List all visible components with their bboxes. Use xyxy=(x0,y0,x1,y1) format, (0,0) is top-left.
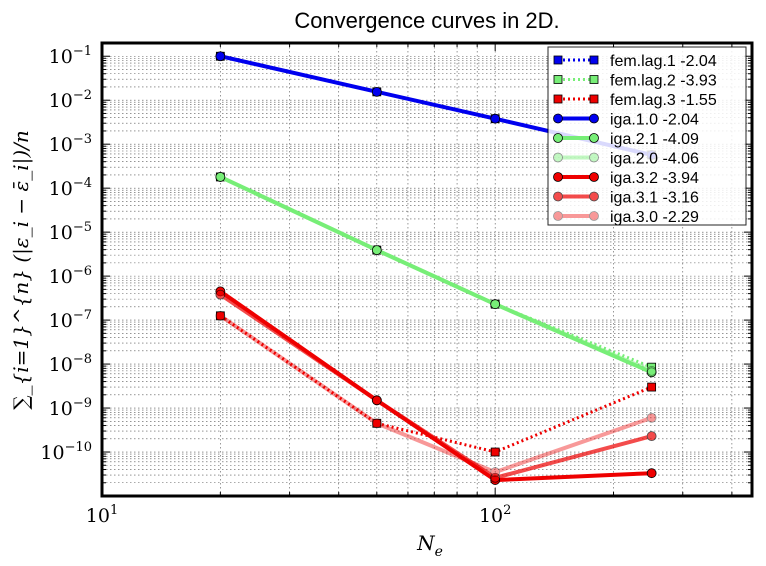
data-point xyxy=(490,299,501,310)
series-line xyxy=(219,175,653,373)
legend-label: iga.3.2 -3.94 xyxy=(610,170,699,187)
data-point xyxy=(490,113,501,124)
legend-marker xyxy=(589,152,599,163)
legend-label: iga.2.1 -4.09 xyxy=(610,131,699,148)
legend-label: iga.3.0 -2.29 xyxy=(610,209,699,226)
series-line xyxy=(219,292,653,480)
y-axis-label-group: ∑_{i=1}^{n} (|ε_i − ε̄_i|)/n xyxy=(9,130,34,409)
legend-marker xyxy=(553,152,563,163)
data-point xyxy=(371,395,382,406)
series-iga-3-1 xyxy=(215,289,657,483)
series-iga-3-2 xyxy=(215,286,657,485)
legend-marker xyxy=(553,113,563,124)
data-point xyxy=(490,472,501,483)
legend-marker xyxy=(589,94,599,104)
x-axis-label-main: N xyxy=(416,531,436,555)
legend-marker xyxy=(553,211,563,221)
y-tick-label: 10−8 xyxy=(49,352,92,376)
y-tick-label: 10−7 xyxy=(49,308,92,332)
data-point xyxy=(371,86,382,97)
x-tick-label: 101 xyxy=(86,503,118,527)
data-point xyxy=(490,447,500,457)
grid xyxy=(101,42,752,497)
data-point xyxy=(215,289,226,300)
legend-entry xyxy=(553,133,599,143)
data-point xyxy=(215,311,225,321)
y-tick-label: 10−6 xyxy=(49,264,92,288)
legend-marker xyxy=(589,113,599,124)
data-point xyxy=(371,245,382,256)
legend-entry xyxy=(553,152,599,163)
data-point xyxy=(215,51,226,62)
legend-label: fem.lag.2 -3.93 xyxy=(610,73,717,90)
legend-marker xyxy=(553,55,563,65)
legend-label: fem.lag.3 -1.55 xyxy=(610,92,717,109)
ticks: 10−1 10−2 10−3 10−4 10−5 10−6 10−7 10−8 10−9 10−1… xyxy=(40,42,752,527)
data-point xyxy=(646,431,657,442)
legend-marker xyxy=(553,75,563,84)
x-axis-label: Ne xyxy=(416,531,443,560)
series-iga-2-0 xyxy=(215,172,657,376)
series-line xyxy=(219,314,653,475)
legend-label: iga.1.0 -2.04 xyxy=(610,112,699,129)
data-point xyxy=(646,468,657,479)
y-tick-label: 10−10 xyxy=(40,440,92,464)
legend-marker xyxy=(553,133,563,143)
series-iga-3-0 xyxy=(215,310,657,477)
series-iga-2-1 xyxy=(215,172,657,378)
y-tick-label: 10−2 xyxy=(49,88,92,112)
x-axis-label-sub: e xyxy=(435,544,443,560)
legend-label: iga.3.1 -3.16 xyxy=(610,190,699,207)
legend-label: iga.2.0 -4.06 xyxy=(610,151,699,168)
legend-entry xyxy=(553,191,599,202)
data-point xyxy=(215,172,226,182)
chart-title: Convergence curves in 2D. xyxy=(294,8,559,33)
x-axis-label-text: Ne xyxy=(416,531,443,560)
y-tick-label: 10−3 xyxy=(49,132,92,156)
data-point xyxy=(371,418,382,429)
legend-entry xyxy=(553,211,599,221)
data-point xyxy=(490,299,501,310)
y-tick-label: 10−9 xyxy=(49,396,92,420)
legend-marker xyxy=(589,191,599,202)
legend-marker xyxy=(589,211,599,221)
legend-entry xyxy=(553,94,599,104)
data-point xyxy=(646,365,657,376)
legend-marker xyxy=(553,94,563,104)
data-point xyxy=(372,418,382,428)
data-point xyxy=(371,245,382,256)
series-line xyxy=(219,175,653,375)
data-point xyxy=(647,382,657,392)
y-tick-label: 10−4 xyxy=(49,176,92,200)
legend-entry xyxy=(553,75,599,84)
legend-marker xyxy=(589,133,599,143)
data-point xyxy=(646,367,657,378)
legend-marker xyxy=(589,75,599,84)
data-point xyxy=(490,467,501,477)
data-point xyxy=(215,172,226,182)
legend-marker xyxy=(589,55,599,65)
legend-entry xyxy=(553,113,599,124)
legend-marker xyxy=(589,172,599,182)
plot-frame xyxy=(100,41,754,498)
data-point xyxy=(215,310,226,321)
legend-entry xyxy=(553,172,599,182)
y-axis-label: ∑_{i=1}^{n} (|ε_i − ε̄_i|)/n xyxy=(9,130,34,409)
x-tick-label: 102 xyxy=(479,503,511,527)
y-tick-label: 10−5 xyxy=(49,220,92,244)
data-point xyxy=(646,412,657,423)
y-tick-label: 10−1 xyxy=(49,44,92,68)
legend-label: fem.lag.1 -2.04 xyxy=(610,53,717,70)
legend: fem.lag.1 -2.04 fem.lag.2 -3.93 fem.lag.3 … xyxy=(547,46,747,226)
legend-marker xyxy=(553,172,563,182)
legend-entry xyxy=(553,55,599,65)
legend-marker xyxy=(553,191,563,202)
